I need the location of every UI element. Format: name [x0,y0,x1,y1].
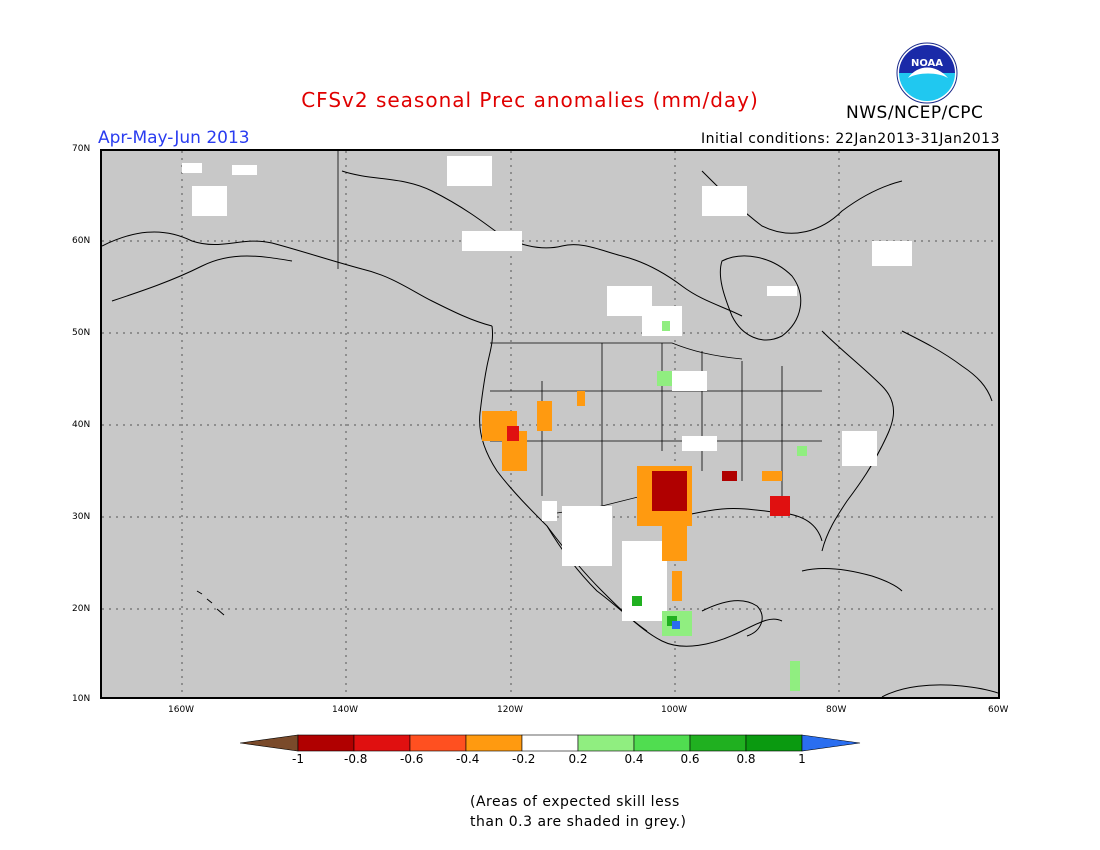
lon-label: 160W [168,705,195,715]
lon-label: 100W [661,705,688,715]
colorbar-segment [521,734,579,752]
colorbar-tick-label: 0.6 [680,752,700,766]
lon-label: 120W [497,705,524,715]
colorbar-tick-label: -1 [292,752,304,766]
colorbar-segment [297,734,355,752]
neutral-anomaly-patches [182,156,912,621]
skill-note-line1: (Areas of expected skill less [470,794,680,810]
colorbar-tick-label: 0.4 [624,752,644,766]
colorbar-tick-label: 1 [798,752,806,766]
colorbar-tick-label: 0.2 [568,752,588,766]
agency-label: NWS/NCEP/CPC [846,103,984,123]
lat-label: 10N [72,694,91,704]
skill-note: (Areas of expected skill less than 0.3 a… [470,792,687,832]
colorbar-segment [465,734,523,752]
wet-anomaly-patches [632,321,807,691]
colorbar-segment [353,734,411,752]
colorbar-arrow-low [239,734,299,752]
map-svg [102,151,998,697]
noaa-logo-text: NOAA [911,58,943,69]
map-panel [100,149,1000,699]
colorbar-segment [409,734,467,752]
colorbar-tick-label: -0.4 [456,752,480,766]
colorbar [239,733,862,757]
colorbar-arrow-high [801,734,861,752]
skill-note-line2: than 0.3 are shaded in grey.) [470,814,687,830]
lat-label: 40N [72,420,91,430]
lat-label: 70N [72,144,91,154]
colorbar-segment [577,734,635,752]
lon-label: 60W [988,705,1009,715]
initial-conditions-label: Initial conditions: 22Jan2013-31Jan2013 [701,131,1000,147]
lat-label: 30N [72,512,91,522]
colorbar-tick-label: 0.8 [736,752,756,766]
colorbar-tick-label: -0.2 [512,752,536,766]
colorbar-tick-label: -0.8 [344,752,368,766]
lat-label: 50N [72,328,91,338]
lat-label: 20N [72,604,91,614]
colorbar-segment [689,734,747,752]
colorbar-segment [745,734,803,752]
lon-label: 80W [826,705,847,715]
colorbar-tick-label: -0.6 [400,752,424,766]
lat-label: 60N [72,236,91,246]
colorbar-segment [633,734,691,752]
borders [337,151,822,522]
lon-label: 140W [332,705,359,715]
noaa-logo: NOAA [896,42,958,108]
map-title: CFSv2 seasonal Prec anomalies (mm/day) [301,88,759,112]
season-label: Apr-May-Jun 2013 [98,128,250,148]
dry-anomaly-patches [482,391,790,601]
